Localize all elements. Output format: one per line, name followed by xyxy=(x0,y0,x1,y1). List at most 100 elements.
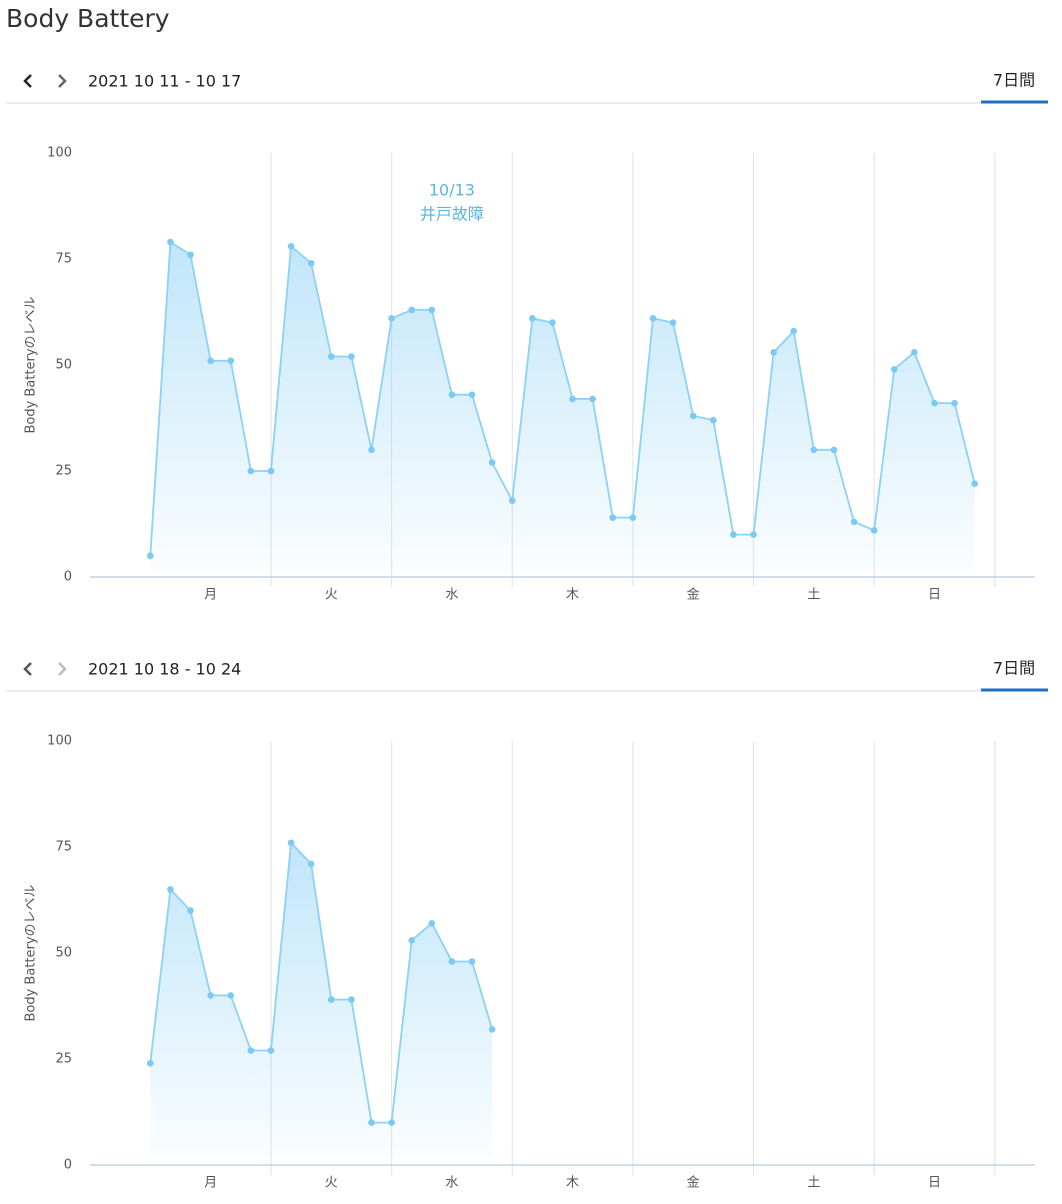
point xyxy=(287,242,295,250)
y-tick-label: 50 xyxy=(55,358,72,373)
point xyxy=(147,1059,154,1067)
annotation: 10/13 xyxy=(429,181,475,200)
point xyxy=(348,353,355,360)
point xyxy=(810,446,818,454)
x-tick-label: 火 xyxy=(325,588,338,603)
point xyxy=(730,531,737,538)
point xyxy=(488,459,496,466)
x-tick-label: 月 xyxy=(204,588,217,603)
prev-arrow[interactable] xyxy=(23,74,32,88)
y-tick-label: 75 xyxy=(55,840,72,855)
x-tick-label: 日 xyxy=(928,588,941,603)
point xyxy=(227,357,235,365)
x-tick-label: 土 xyxy=(807,588,820,603)
x-tick-label: 月 xyxy=(204,1176,217,1191)
area xyxy=(150,842,493,1157)
x-tick-label: 水 xyxy=(445,1176,458,1191)
point xyxy=(850,518,858,526)
point xyxy=(609,514,617,521)
point xyxy=(408,936,416,944)
point xyxy=(709,416,717,424)
next-arrow[interactable] xyxy=(58,74,67,88)
x-tick-label: 日 xyxy=(928,1176,941,1191)
y-tick-label: 25 xyxy=(55,1052,72,1067)
point xyxy=(890,365,898,373)
y-tick-label: 75 xyxy=(55,252,72,267)
y-tick-label: 0 xyxy=(64,570,72,585)
point xyxy=(529,315,536,322)
point xyxy=(247,1047,255,1054)
x-tick-label: 木 xyxy=(566,1176,579,1191)
point xyxy=(589,395,596,403)
y-tick-label: 50 xyxy=(55,946,72,961)
point xyxy=(549,319,556,326)
point xyxy=(790,327,798,335)
point xyxy=(307,259,315,267)
point xyxy=(448,958,456,965)
point xyxy=(669,319,677,326)
period-tab[interactable]: 7日間 xyxy=(993,659,1035,678)
area xyxy=(150,242,975,570)
prev-arrow[interactable] xyxy=(23,662,32,676)
next-arrow[interactable] xyxy=(58,662,67,676)
point xyxy=(368,446,375,454)
point xyxy=(428,920,436,927)
y-tick-label: 0 xyxy=(64,1158,72,1173)
point xyxy=(227,992,235,999)
point xyxy=(971,480,978,488)
point xyxy=(247,467,255,475)
point xyxy=(830,446,838,454)
point xyxy=(750,531,757,538)
point xyxy=(167,238,174,246)
point xyxy=(267,1047,275,1054)
point xyxy=(388,1119,395,1126)
point xyxy=(468,391,476,398)
point xyxy=(448,391,456,398)
point xyxy=(147,552,154,560)
point xyxy=(649,315,657,322)
point xyxy=(870,527,878,534)
point xyxy=(287,839,295,847)
y-axis-label: Body Batteryのレベル xyxy=(24,884,39,1021)
line xyxy=(149,840,493,1124)
x-tick-label: 金 xyxy=(687,587,700,603)
point xyxy=(388,315,395,322)
y-axis-label: Body Batteryのレベル xyxy=(24,296,39,433)
y-tick-label: 100 xyxy=(47,734,72,749)
point xyxy=(569,395,576,403)
y-tick-label: 25 xyxy=(55,464,72,479)
point xyxy=(368,1119,375,1126)
point xyxy=(488,1026,496,1033)
x-tick-label: 水 xyxy=(445,588,458,603)
x-tick-label: 土 xyxy=(807,1176,820,1191)
point xyxy=(167,886,174,893)
point xyxy=(428,306,436,314)
point xyxy=(207,357,214,365)
period-tab[interactable]: 7日間 xyxy=(993,71,1035,90)
point xyxy=(911,348,918,356)
date-range: 2021 10 18 - 10 24 xyxy=(88,660,241,679)
x-tick-label: 金 xyxy=(687,1175,700,1191)
point xyxy=(327,353,335,360)
point xyxy=(187,907,194,914)
point xyxy=(770,348,777,356)
point xyxy=(508,497,516,504)
point xyxy=(689,412,697,420)
point xyxy=(327,996,335,1003)
point xyxy=(207,992,214,999)
point xyxy=(468,958,476,965)
point xyxy=(307,860,315,868)
line xyxy=(149,240,976,556)
point xyxy=(408,306,416,314)
point xyxy=(951,399,958,407)
x-tick-label: 木 xyxy=(566,588,579,603)
x-tick-label: 火 xyxy=(325,1176,338,1191)
y-tick-label: 100 xyxy=(47,146,72,161)
annotation: 井戸故障 xyxy=(420,205,484,224)
page-title: Body Battery xyxy=(6,4,170,33)
point xyxy=(267,467,275,475)
point xyxy=(629,514,637,521)
point xyxy=(187,251,194,259)
date-range: 2021 10 11 - 10 17 xyxy=(88,72,241,91)
